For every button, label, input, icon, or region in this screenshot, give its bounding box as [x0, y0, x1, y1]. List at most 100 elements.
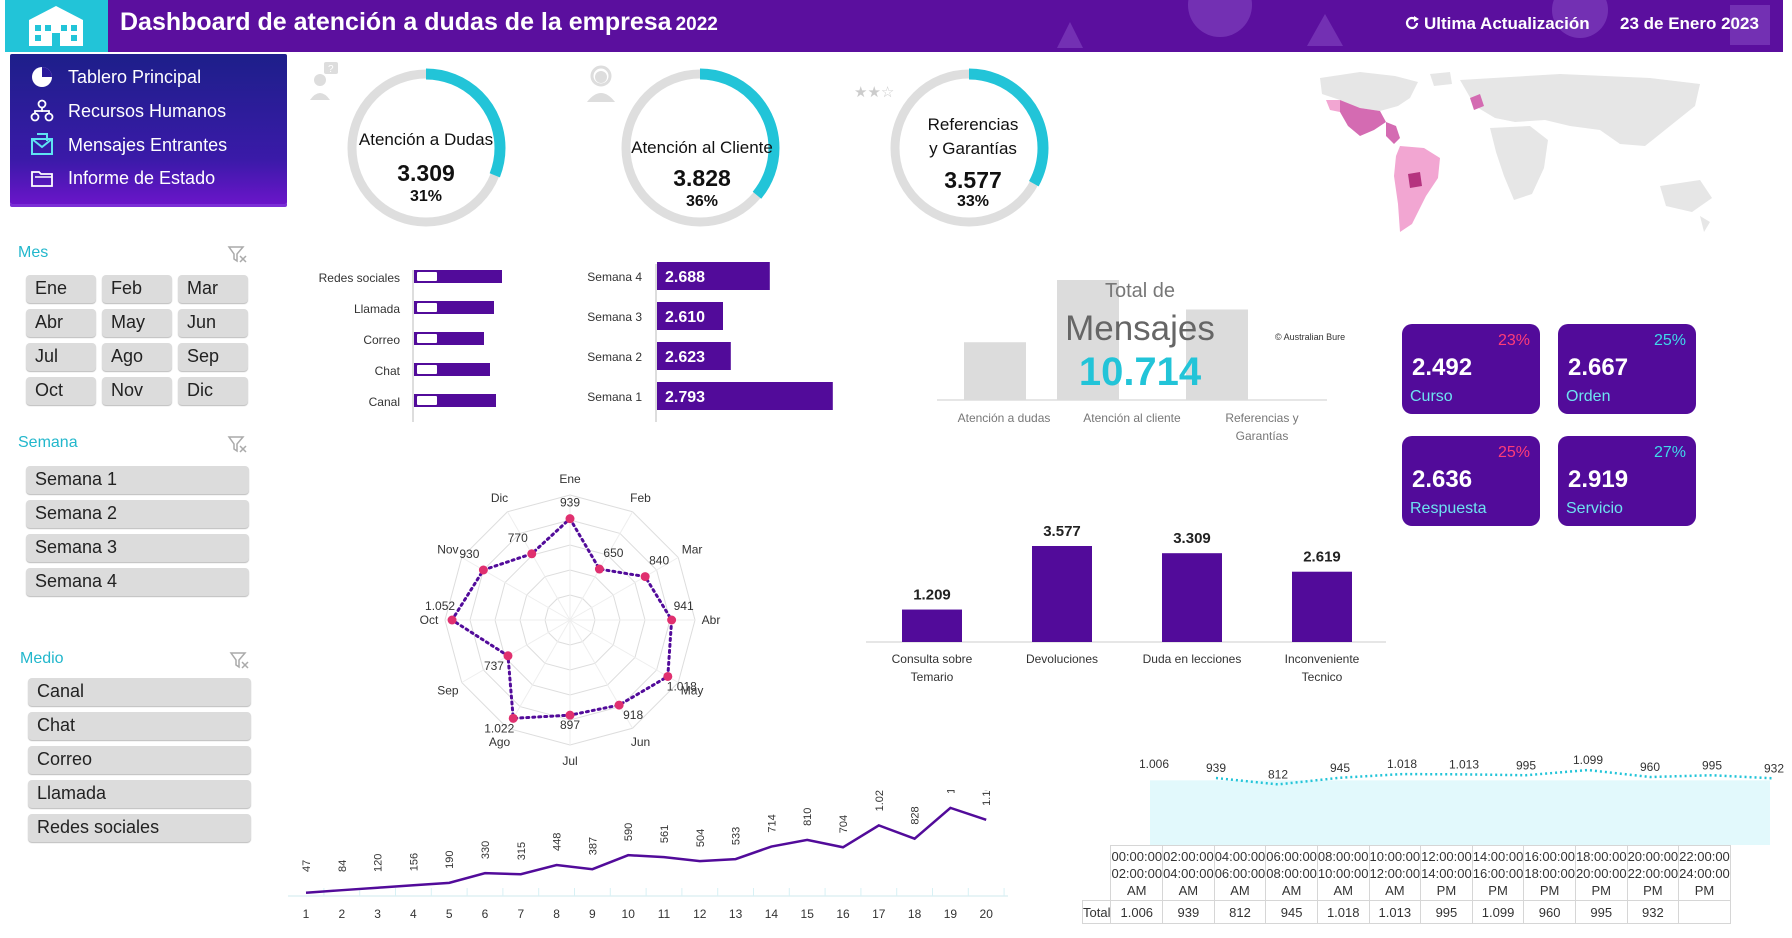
data-label: 504: [695, 829, 707, 847]
x-tick-label: 15: [801, 907, 815, 921]
slicer-button-correo[interactable]: Correo: [28, 746, 251, 774]
slicer-button-canal[interactable]: Canal: [28, 678, 251, 706]
month-label: Feb: [630, 491, 651, 505]
clear-filter-icon[interactable]: [229, 651, 249, 669]
bar: [657, 262, 770, 290]
x-tick-label: 17: [872, 907, 886, 921]
x-tick-label: 1: [303, 907, 310, 921]
decorative-circle-icon: [1188, 0, 1252, 37]
slicer-button-jul[interactable]: Jul: [26, 343, 96, 371]
bar: [1186, 309, 1248, 400]
donut-value: 3.577: [944, 167, 1002, 193]
slicer-button-semana-3[interactable]: Semana 3: [26, 534, 249, 562]
table-header-cell: 08:00:00 10:00:00 AM: [1316, 845, 1370, 901]
category-label: Chat: [375, 364, 401, 378]
table-cell: 995: [1420, 900, 1473, 924]
bar: [902, 609, 962, 642]
map-attribution: © Australian Bure: [1275, 332, 1346, 342]
kpi-label: Servicio: [1566, 500, 1623, 517]
data-label: 2.619: [1303, 549, 1341, 566]
title-year: 2022: [675, 14, 718, 35]
category-label: Semana 2: [587, 350, 642, 364]
clear-filter-icon[interactable]: [227, 435, 247, 453]
total-title-line2: Mensajes: [1065, 309, 1215, 348]
nav-item-recursos-humanos[interactable]: Recursos Humanos: [30, 97, 226, 125]
data-label: 960: [1640, 760, 1660, 774]
slicer-button-nov[interactable]: Nov: [102, 377, 172, 405]
slicer-button-sep[interactable]: Sep: [178, 343, 248, 371]
slicer-button-mar[interactable]: Mar: [178, 275, 248, 303]
total-mensajes-chart: Atención a dudas Atención al cliente Refer…: [937, 280, 1327, 443]
donut-label-line2: y Garantías: [929, 139, 1017, 158]
donut-label: Atención a Dudas: [358, 130, 494, 149]
slicer-button-may[interactable]: May: [102, 309, 172, 337]
slicer-button-abr[interactable]: Abr: [26, 309, 96, 337]
slicer-button-oct[interactable]: Oct: [26, 377, 96, 405]
slicer-button-ene[interactable]: Ene: [26, 275, 96, 303]
update-date: 23 de Enero 2023: [1620, 14, 1759, 33]
kpi-value: 2.492: [1412, 354, 1473, 381]
x-tick-label: 14: [765, 907, 779, 921]
category-label: Canal: [369, 395, 400, 409]
slicer-button-dic[interactable]: Dic: [178, 377, 248, 405]
data-label: 1.099: [1573, 753, 1603, 767]
radar-point: [508, 713, 518, 723]
slicer-button-semana-1[interactable]: Semana 1: [26, 466, 249, 494]
donut-atencion-cliente: [620, 68, 780, 228]
line-series: [305, 806, 987, 894]
x-tick-label: 5: [446, 907, 453, 921]
kpi-value: 2.667: [1568, 354, 1629, 381]
data-label: 945: [1330, 761, 1350, 775]
data-label: 704: [838, 815, 850, 833]
kpi-value: 2.636: [1412, 466, 1473, 493]
nav-item-mensajes-entrantes[interactable]: Mensajes Entrantes: [30, 131, 227, 159]
table-row: 00:00:00 02:00:00 AM 02:00:00 04:00:00 AM 04:0…: [1083, 845, 1731, 901]
data-label: 1.013: [1449, 757, 1479, 771]
table-header-cell: 16:00:00 18:00:00 PM: [1523, 845, 1576, 901]
slicer-button-jun[interactable]: Jun: [178, 309, 248, 337]
radar-spoke: [507, 619, 571, 729]
slicer-button-semana-2[interactable]: Semana 2: [26, 500, 249, 528]
slicer-button-redes-sociales[interactable]: Redes sociales: [28, 814, 251, 842]
category-label: Atención al cliente: [1083, 411, 1181, 425]
category-label: Semana 3: [587, 310, 642, 324]
x-tick-label: 18: [908, 907, 922, 921]
x-tick-label: 13: [729, 907, 743, 921]
data-label: 448: [552, 833, 564, 851]
donut-referencias-garantias: [889, 68, 1049, 228]
nav-item-tablero-principal[interactable]: Tablero Principal: [30, 63, 201, 91]
slicer-button-ago[interactable]: Ago: [102, 343, 172, 371]
month-label: May: [681, 684, 704, 698]
data-label: 810: [802, 808, 814, 826]
star-rating-icon: ★★☆: [854, 84, 894, 100]
slicer-button-semana-4[interactable]: Semana 4: [26, 568, 249, 596]
channel-icon: [417, 272, 437, 281]
category-label: Temario: [911, 670, 954, 684]
radar-point: [527, 549, 537, 559]
data-label: 2.793: [665, 389, 705, 406]
area-series-line: [1215, 768, 1775, 786]
svg-text:?: ?: [328, 64, 334, 75]
slicer-button-feb[interactable]: Feb: [102, 275, 172, 303]
bar: [1057, 280, 1119, 400]
month-label: Sep: [437, 684, 459, 698]
x-tick-label: 10: [622, 907, 636, 921]
slicer-button-llamada[interactable]: Llamada: [28, 780, 251, 808]
map-highlight-regions: [1326, 100, 1440, 232]
kpi-label: Respuesta: [1410, 500, 1487, 517]
map-landmass: [1320, 72, 1712, 232]
table-header-cell: 10:00:00 12:00:00 AM: [1368, 845, 1422, 901]
data-label: 941: [674, 599, 694, 613]
category-label: Duda en lecciones: [1143, 652, 1242, 666]
nav-item-informe-de-estado[interactable]: Informe de Estado: [30, 164, 215, 192]
clear-filter-icon[interactable]: [227, 245, 247, 263]
bar: [657, 382, 833, 410]
data-label: 770: [508, 531, 528, 545]
x-tick-label: 3: [374, 907, 381, 921]
data-label: 190: [444, 850, 456, 868]
slicer-title-medio: Medio: [20, 650, 64, 667]
last-update-button[interactable]: Ultima Actualización: [1404, 14, 1590, 34]
slicer-button-chat[interactable]: Chat: [28, 712, 251, 740]
category-bar-chart: 1.209 Consulta sobre Temario 3.577 Devolucio…: [866, 523, 1386, 684]
data-label: 1.052: [425, 599, 455, 613]
